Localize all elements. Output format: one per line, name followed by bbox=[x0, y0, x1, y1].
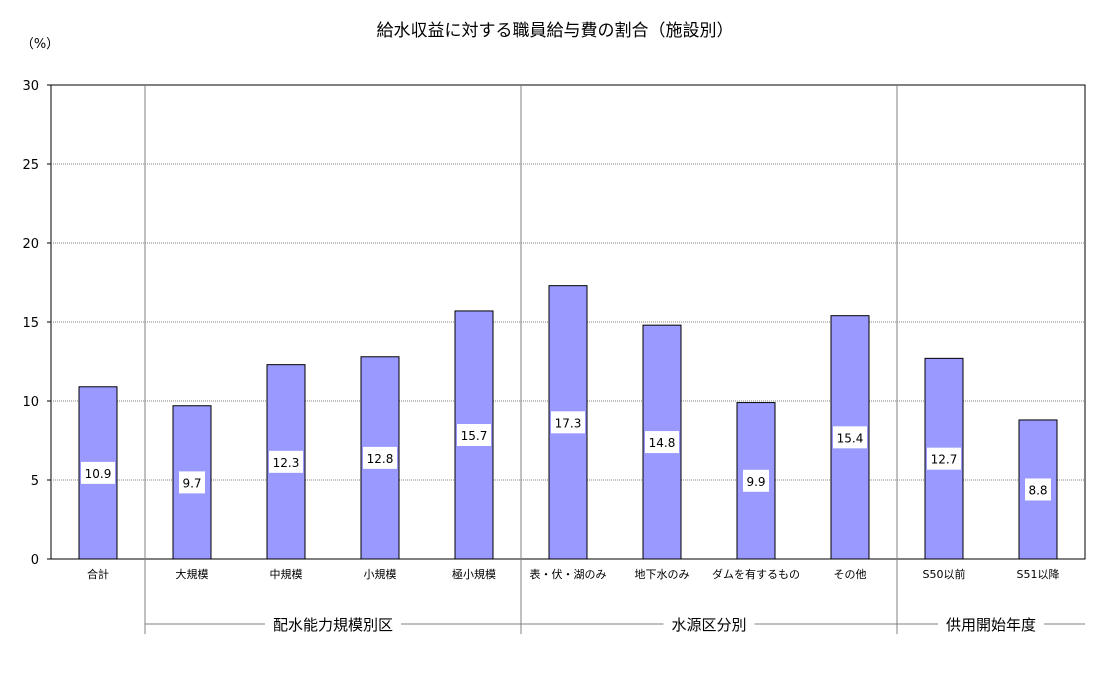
x-tick-label: 小規模 bbox=[364, 567, 397, 581]
x-tick-label: その他 bbox=[834, 568, 867, 581]
plot-area: 0 5 10 15 20 25 30 配水能力規模別区 水源区分別 供用開始年度 10.9 合計 9.7… bbox=[22, 79, 1086, 635]
x-tick-label: 大規模 bbox=[176, 567, 209, 581]
data-label: 15.4 bbox=[837, 431, 864, 445]
group-label-bg bbox=[265, 613, 401, 635]
data-label: 8.8 bbox=[1028, 483, 1047, 497]
data-label-bg bbox=[833, 426, 867, 449]
data-label-bg bbox=[457, 423, 491, 446]
data-label-bg bbox=[551, 411, 585, 434]
y-axis-unit: （%） bbox=[21, 37, 59, 52]
data-label-bg bbox=[179, 471, 205, 494]
data-label: 12.3 bbox=[273, 456, 300, 470]
data-label: 14.8 bbox=[649, 436, 676, 450]
data-label: 9.7 bbox=[182, 476, 201, 490]
x-tick-label: 中規模 bbox=[270, 567, 303, 581]
group-label: 水源区分別 bbox=[671, 616, 746, 634]
group-label: 配水能力規模別区 bbox=[273, 616, 393, 634]
x-tick-label: S50以前 bbox=[923, 567, 966, 581]
data-label: 10.9 bbox=[85, 467, 112, 481]
x-tick-label: 地下水のみ bbox=[635, 568, 690, 581]
data-label-bg bbox=[269, 450, 303, 473]
group-label-bg bbox=[663, 613, 755, 635]
group-label-bg bbox=[938, 613, 1044, 635]
group-label: 供用開始年度 bbox=[946, 616, 1036, 634]
x-tick-label: ダムを有するもの bbox=[712, 567, 800, 581]
data-label-bg bbox=[81, 461, 115, 484]
data-label-bg bbox=[1025, 478, 1051, 501]
data-label: 9.9 bbox=[746, 475, 765, 489]
data-label-bg bbox=[927, 447, 961, 470]
data-label-bg bbox=[363, 446, 397, 469]
y-tick-label: 25 bbox=[22, 158, 39, 173]
x-tick-label: 表・伏・湖のみ bbox=[530, 567, 607, 581]
data-label: 17.3 bbox=[555, 416, 582, 430]
y-tick-label: 15 bbox=[22, 316, 39, 331]
y-tick-label: 5 bbox=[31, 474, 39, 489]
y-tick-label: 30 bbox=[22, 79, 39, 94]
y-tick-label: 20 bbox=[22, 237, 39, 252]
data-label: 12.7 bbox=[931, 453, 958, 467]
data-label: 12.8 bbox=[367, 452, 394, 466]
x-tick-label: S51以降 bbox=[1017, 567, 1060, 581]
x-tick-label: 合計 bbox=[87, 567, 109, 581]
y-tick-label: 0 bbox=[31, 553, 39, 568]
x-tick-label: 極小規模 bbox=[452, 567, 496, 581]
data-label-bg bbox=[645, 431, 679, 454]
chart-title: 給水収益に対する職員給与費の割合（施設別） bbox=[377, 21, 734, 41]
y-tick-label: 10 bbox=[22, 395, 39, 410]
data-label: 15.7 bbox=[461, 429, 488, 443]
data-label-bg bbox=[743, 469, 769, 492]
